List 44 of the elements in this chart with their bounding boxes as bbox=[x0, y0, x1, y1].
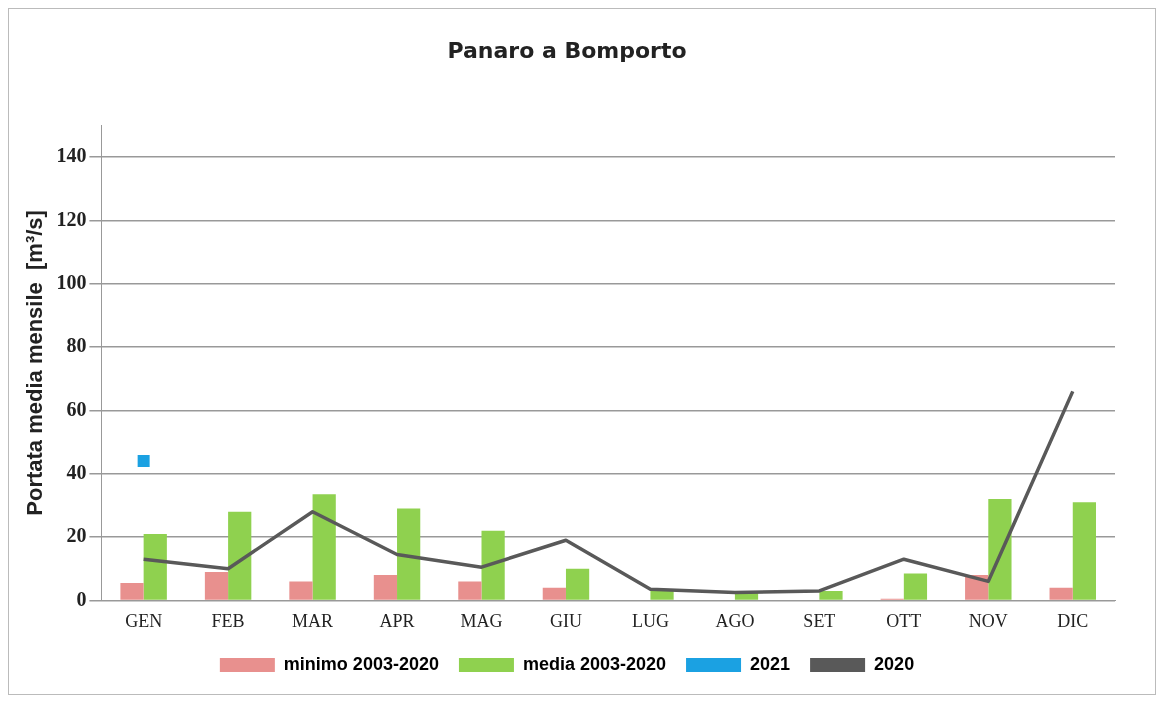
x-tick-label: LUG bbox=[631, 610, 669, 631]
x-tick-label: AGO bbox=[715, 610, 755, 631]
x-tick-label: NOV bbox=[968, 610, 1008, 631]
bar bbox=[1049, 587, 1073, 600]
chart-title: Panaro a Bomporto bbox=[447, 37, 687, 63]
bar bbox=[312, 494, 336, 600]
bar bbox=[1072, 502, 1096, 600]
y-tick-label: 100 bbox=[56, 270, 87, 293]
bar bbox=[373, 575, 398, 600]
y-axis-title: Portata media mensile [m³/s] bbox=[22, 210, 48, 516]
y-tick-label: 40 bbox=[66, 460, 87, 483]
bar bbox=[542, 587, 566, 600]
bar bbox=[565, 568, 590, 600]
bar bbox=[650, 590, 674, 600]
bar bbox=[228, 511, 252, 600]
legend-label: minimo 2003-2020 bbox=[283, 653, 439, 674]
x-tick-label: GIU bbox=[549, 610, 582, 631]
legend-label: 2020 bbox=[874, 653, 915, 674]
bar bbox=[819, 590, 843, 600]
bar bbox=[903, 573, 928, 600]
x-tick-label: MAG bbox=[460, 610, 503, 631]
x-tick-label: GEN bbox=[125, 610, 163, 631]
x-tick-label: MAR bbox=[292, 610, 334, 631]
y-tick-label: 0 bbox=[76, 587, 87, 610]
y-tick-label: 80 bbox=[66, 334, 87, 357]
bar bbox=[481, 530, 505, 600]
bar bbox=[143, 533, 167, 600]
bar bbox=[458, 581, 482, 600]
x-tick-label: FEB bbox=[211, 610, 245, 631]
y-tick-label: 60 bbox=[66, 397, 87, 420]
x-tick-label: OTT bbox=[886, 610, 922, 631]
y-tick-label: 120 bbox=[56, 207, 87, 230]
legend-label: media 2003-2020 bbox=[522, 653, 667, 674]
bar bbox=[289, 581, 313, 600]
bar bbox=[397, 508, 421, 600]
y-tick-label: 20 bbox=[66, 524, 87, 547]
legend-label: 2021 bbox=[750, 653, 791, 674]
bar bbox=[988, 499, 1012, 600]
y-tick-label: 140 bbox=[56, 144, 87, 167]
x-tick-label: APR bbox=[379, 610, 415, 631]
x-tick-label: DIC bbox=[1057, 610, 1089, 631]
bar bbox=[120, 582, 144, 600]
x-tick-label: SET bbox=[803, 610, 836, 631]
bar bbox=[204, 571, 229, 600]
